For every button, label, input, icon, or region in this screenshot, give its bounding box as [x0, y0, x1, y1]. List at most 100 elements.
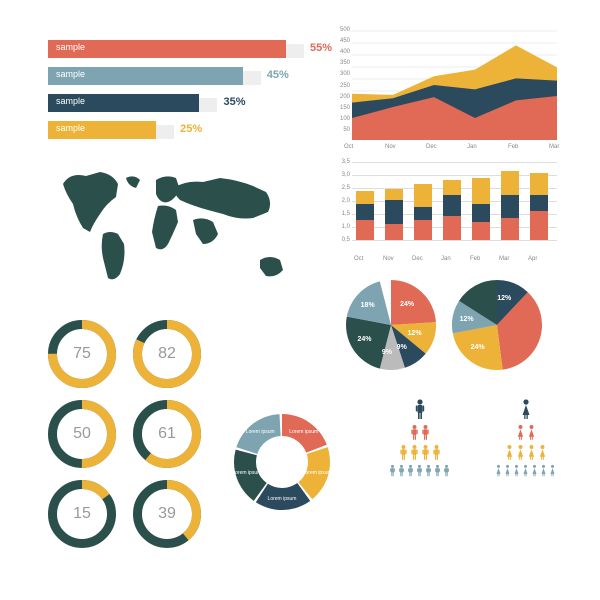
person-icon: [527, 424, 536, 442]
gauge: 15: [48, 480, 116, 548]
sbar-y-tick: 3,0: [334, 172, 350, 178]
sbar-segment: [472, 178, 490, 205]
person-icon: [410, 444, 419, 462]
gauge: 39: [133, 480, 201, 548]
pie-label: 24%: [400, 301, 414, 308]
sbar-x-label: Dec: [412, 256, 423, 262]
sbar-segment: [385, 189, 403, 200]
pie-chart-1: 24%12%9%9%24%18%: [346, 280, 436, 370]
pyramid-row: [372, 424, 467, 442]
area-y-tick: 300: [334, 71, 350, 77]
gauge: 50: [48, 400, 116, 468]
pyramid-row: [478, 444, 573, 462]
sbar-x-label: Oct: [354, 256, 363, 262]
sbar-segment: [472, 204, 490, 222]
world-map: [48, 162, 300, 292]
pyramid-row: [478, 464, 573, 478]
cycle-label: Lorem ipsum: [301, 470, 333, 476]
hbar-value: 55%: [310, 42, 332, 54]
cycle-label: Lorem ipsum: [244, 429, 276, 435]
hbar-row: sample 45%: [48, 67, 328, 88]
hbar-label: sample: [56, 69, 85, 79]
area-y-tick: 150: [334, 105, 350, 111]
sbar-segment: [414, 207, 432, 220]
gauge-value: 15: [48, 480, 116, 548]
sbar-y-tick: 1,5: [334, 211, 350, 217]
cycle-label: Lorem ipsum: [288, 429, 320, 435]
area-y-tick: 350: [334, 60, 350, 66]
pie-label: 18%: [361, 302, 375, 309]
person-icon: [516, 424, 525, 442]
person-icon: [414, 398, 426, 422]
area-x-label: Feb: [508, 144, 518, 150]
area-chart: 50045040035030025020015010050OctNovDecJa…: [352, 30, 557, 140]
area-y-tick: 400: [334, 49, 350, 55]
horizontal-bar-chart: sample55%sample45%sample35%sample25%: [48, 40, 328, 148]
sbar-segment: [530, 211, 548, 240]
gauge-value: 75: [48, 320, 116, 388]
gauge: 75: [48, 320, 116, 388]
person-icon: [540, 464, 547, 478]
person-icon: [398, 464, 405, 478]
sbar-y-tick: 2,0: [334, 198, 350, 204]
person-icon: [516, 444, 525, 462]
hbar-row: sample55%: [48, 40, 328, 61]
pie-label: 9%: [397, 344, 407, 351]
person-icon: [513, 464, 520, 478]
hbar-label: sample: [56, 123, 85, 133]
person-icon: [495, 464, 502, 478]
sbar-x-label: Mar: [499, 256, 509, 262]
area-y-tick: 200: [334, 94, 350, 100]
area-x-label: Dec: [426, 144, 437, 150]
sbar-segment: [501, 218, 519, 240]
person-icon: [432, 444, 441, 462]
person-icon: [434, 464, 441, 478]
cycle-label: Lorem ipsum: [266, 496, 298, 502]
hbar-label: sample: [56, 96, 85, 106]
person-icon: [527, 444, 536, 462]
area-y-tick: 450: [334, 38, 350, 44]
people-pyramid-male: [372, 398, 467, 480]
sbar-segment: [356, 220, 374, 240]
pyramid-row: [372, 398, 467, 422]
area-x-label: Mar: [549, 144, 559, 150]
area-x-label: Oct: [344, 144, 353, 150]
person-icon: [410, 424, 419, 442]
person-icon: [421, 424, 430, 442]
pie-label: 24%: [357, 336, 371, 343]
hbar-value: 25%: [180, 123, 202, 135]
pie-label: 24%: [471, 344, 485, 351]
sbar-segment: [472, 222, 490, 240]
sbar-x-label: Apr: [528, 256, 537, 262]
pie-label: 12%: [460, 316, 474, 323]
sbar-y-tick: 3,5: [334, 159, 350, 165]
sbar-segment: [530, 173, 548, 195]
sbar-segment: [414, 184, 432, 206]
cycle-label: Lorem ipsum: [231, 470, 263, 476]
person-icon: [421, 444, 430, 462]
cycle-donut: Lorem ipsum Lorem ipsum Lorem ipsum Lorem i…: [232, 412, 332, 512]
person-icon: [399, 444, 408, 462]
person-icon: [443, 464, 450, 478]
sbar-segment: [443, 216, 461, 241]
area-x-label: Nov: [385, 144, 396, 150]
sbar-segment: [385, 200, 403, 225]
pie-label: 9%: [382, 349, 392, 356]
gauge: 61: [133, 400, 201, 468]
pyramid-row: [478, 398, 573, 422]
sbar-segment: [385, 224, 403, 240]
pyramid-row: [372, 464, 467, 478]
gauge-value: 82: [133, 320, 201, 388]
sbar-segment: [530, 195, 548, 211]
person-icon: [407, 464, 414, 478]
pyramid-row: [372, 444, 467, 462]
hbar-value: 45%: [267, 69, 289, 81]
sbar-x-label: Jan: [441, 256, 451, 262]
people-pyramid-female: [478, 398, 573, 480]
person-icon: [522, 464, 529, 478]
gauge-value: 50: [48, 400, 116, 468]
sbar-y-tick: 2,5: [334, 185, 350, 191]
person-icon: [549, 464, 556, 478]
sbar-segment: [443, 180, 461, 196]
sbar-segment: [501, 195, 519, 217]
